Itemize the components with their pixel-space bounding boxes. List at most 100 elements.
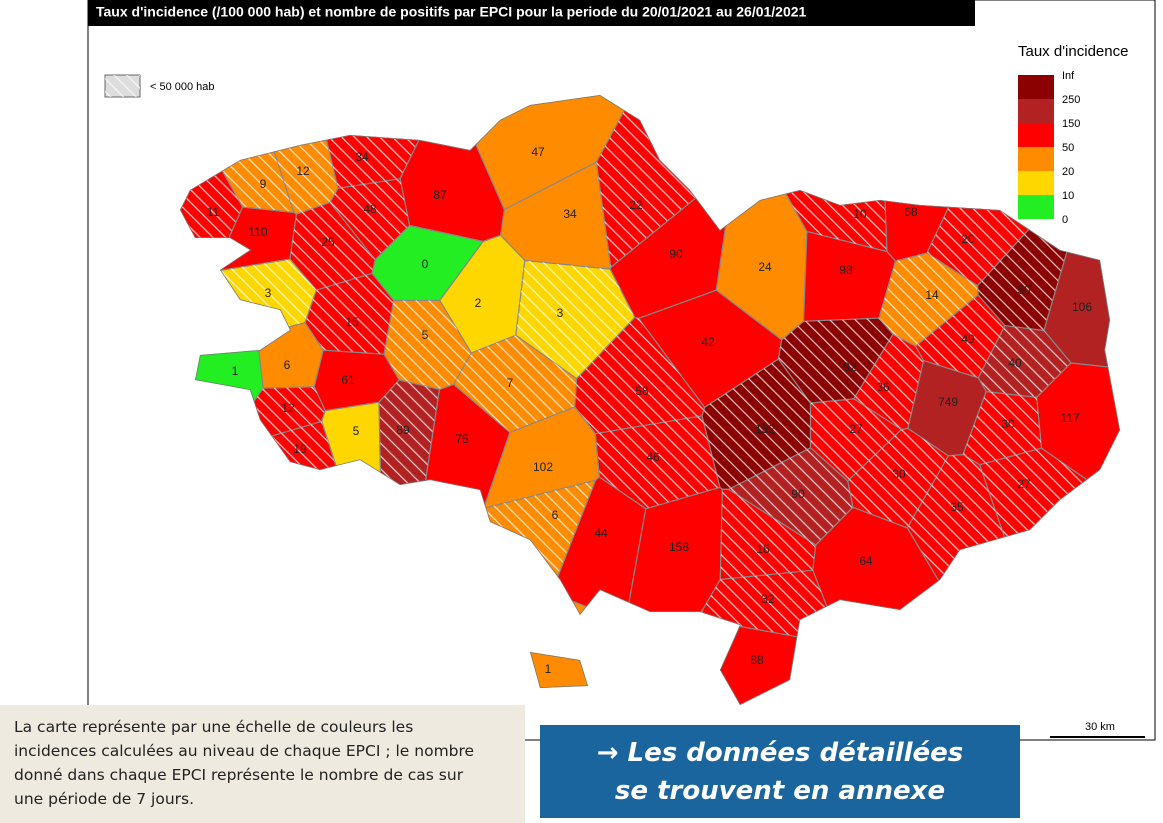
epci-hatch bbox=[878, 253, 979, 347]
hatch-swatch-pattern bbox=[105, 75, 140, 97]
region-label: 49 bbox=[961, 332, 975, 346]
region-label: 42 bbox=[701, 335, 715, 349]
region-label: 61 bbox=[341, 373, 355, 387]
region-label: 88 bbox=[750, 653, 764, 667]
region-label: 75 bbox=[455, 432, 469, 446]
region-label: 20 bbox=[961, 232, 975, 246]
note-line: incidences calculées au niveau de chaque… bbox=[14, 742, 475, 760]
legend-label: 150 bbox=[1062, 118, 1080, 130]
region-label: 27 bbox=[1017, 477, 1031, 491]
region-label: 40 bbox=[1008, 356, 1022, 370]
epci-hatch bbox=[720, 489, 816, 580]
map-title: Taux d'incidence (/100 000 hab) et nombr… bbox=[96, 4, 807, 20]
note: La carte représente par une échelle de c… bbox=[0, 705, 525, 823]
region-label: 50 bbox=[1017, 283, 1031, 297]
region-label: 16 bbox=[756, 542, 770, 556]
region-label: 1 bbox=[545, 662, 552, 676]
region-label: 117 bbox=[1060, 411, 1079, 425]
epci-hatch bbox=[290, 202, 376, 291]
region-label: 64 bbox=[859, 554, 873, 568]
epci-hatch bbox=[574, 317, 705, 434]
legend-label: 10 bbox=[1062, 190, 1074, 202]
region-label: 6 bbox=[284, 358, 291, 372]
region-label: 7 bbox=[507, 376, 514, 390]
epci-hatch bbox=[702, 359, 811, 490]
note-line: une période de 7 jours. bbox=[14, 790, 195, 808]
epci-hatch bbox=[847, 428, 949, 528]
legend-swatch bbox=[1018, 99, 1054, 123]
scale-label: 30 km bbox=[1085, 721, 1115, 733]
region-label: 19 bbox=[293, 442, 307, 456]
region-label: 14 bbox=[925, 288, 939, 302]
region-label: 58 bbox=[635, 384, 649, 398]
region-label: 30 bbox=[892, 467, 906, 481]
region-label: 44 bbox=[594, 526, 608, 540]
region-label: 32 bbox=[761, 592, 775, 606]
region-label: 15 bbox=[345, 315, 359, 329]
region-label: 25 bbox=[321, 235, 335, 249]
region-label: 12 bbox=[281, 401, 295, 415]
region-label: 22 bbox=[629, 198, 643, 212]
region-label: 5 bbox=[353, 424, 360, 438]
region-label: 10 bbox=[853, 207, 867, 221]
title-bar bbox=[88, 0, 975, 26]
epci-hatch bbox=[728, 447, 853, 545]
epci-hatch bbox=[963, 391, 1042, 465]
callout: → Les données détaillées se trouvent en a… bbox=[540, 725, 1020, 818]
epci-hatch bbox=[595, 415, 720, 509]
region-label: 90 bbox=[669, 247, 683, 261]
epci-hatch bbox=[305, 273, 394, 355]
legend: Inf 250 150 50 20 10 0 bbox=[1018, 70, 1080, 226]
region-label: 102 bbox=[533, 460, 553, 474]
region-label: 749 bbox=[938, 395, 958, 409]
region-label: 12 bbox=[296, 164, 310, 178]
region-label: 6 bbox=[552, 508, 559, 522]
epci-hatch bbox=[515, 260, 635, 379]
region-label: 110 bbox=[248, 225, 267, 239]
region-label: 158 bbox=[669, 540, 689, 554]
note-line: donné dans chaque EPCI représente le nom… bbox=[14, 766, 464, 784]
region-label: 2 bbox=[475, 296, 482, 310]
region-label: 36 bbox=[876, 380, 890, 394]
legend-swatch bbox=[1018, 147, 1054, 171]
epci-hatch bbox=[978, 325, 1071, 398]
region-label: 34 bbox=[563, 207, 577, 221]
epci-hatch bbox=[915, 295, 1005, 378]
epci-hatch bbox=[853, 334, 924, 430]
legend-swatch bbox=[1018, 75, 1054, 99]
epci-hatch bbox=[810, 398, 902, 481]
region-label: 11 bbox=[207, 205, 220, 219]
note-line: La carte représente par une échelle de c… bbox=[14, 718, 414, 736]
epci-hatch bbox=[330, 178, 410, 260]
region-label: 9 bbox=[260, 177, 267, 191]
region-label: 5 bbox=[422, 328, 429, 342]
legend-label: 20 bbox=[1062, 166, 1074, 178]
legend-label: 250 bbox=[1062, 94, 1080, 106]
callout-line: → Les données détaillées bbox=[596, 737, 964, 768]
epci-hatch bbox=[453, 335, 577, 433]
region-label: 89 bbox=[396, 423, 410, 437]
legend-swatch bbox=[1018, 195, 1054, 219]
region-label: 48 bbox=[363, 202, 377, 216]
region-label: 46 bbox=[646, 450, 660, 464]
epci-hatch bbox=[384, 300, 472, 390]
region-label: 30 bbox=[1001, 417, 1015, 431]
callout-line: se trouvent en annexe bbox=[614, 775, 946, 806]
hatch-label: < 50 000 hab bbox=[150, 81, 215, 93]
region-label: 106 bbox=[1072, 300, 1092, 314]
region-label: 3 bbox=[557, 306, 564, 320]
region-label: 98 bbox=[839, 263, 853, 277]
region-label: 92 bbox=[843, 360, 857, 374]
legend-label: 50 bbox=[1062, 142, 1074, 154]
legend-swatch bbox=[1018, 171, 1054, 195]
region-label: 1 bbox=[232, 364, 239, 378]
region-label: 34 bbox=[355, 150, 369, 164]
region-label: 35 bbox=[950, 500, 964, 514]
region-label: 87 bbox=[433, 188, 447, 202]
legend-label: 0 bbox=[1062, 214, 1068, 226]
legend-swatch bbox=[1018, 123, 1054, 147]
region-label: 0 bbox=[422, 257, 429, 271]
region-label: 68 bbox=[904, 205, 918, 219]
